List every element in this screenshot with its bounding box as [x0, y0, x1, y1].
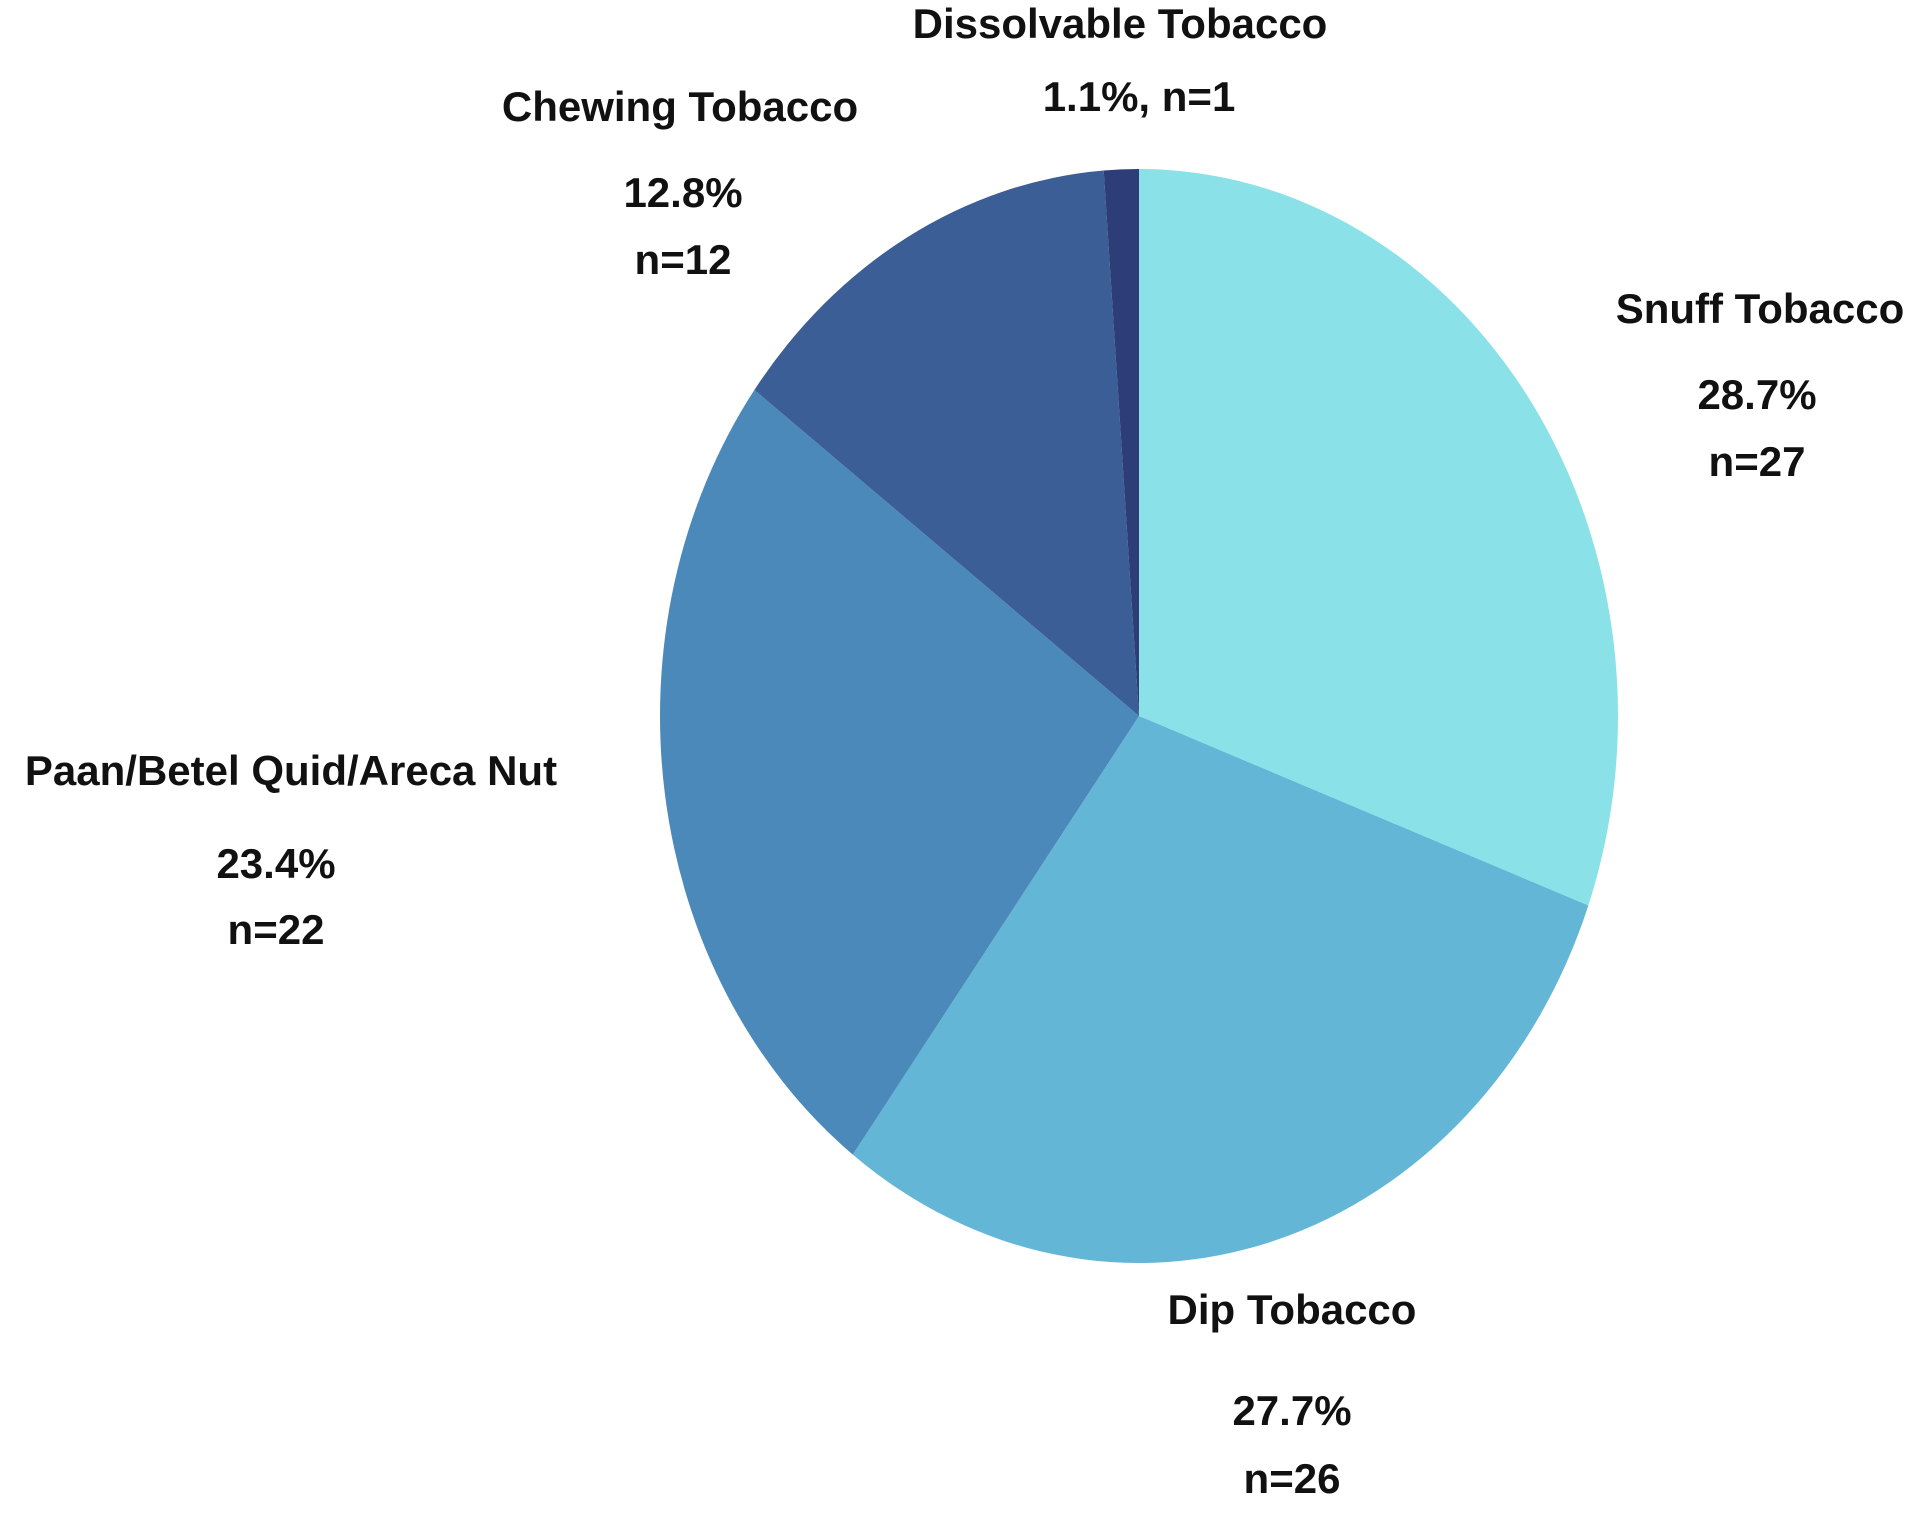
- slice-count: n=22: [228, 906, 325, 953]
- slice-count: n=27: [1709, 438, 1806, 485]
- slice-label: Paan/Betel Quid/Areca Nut: [25, 747, 557, 794]
- slice-count: n=26: [1244, 1455, 1341, 1502]
- slice-label: Chewing Tobacco: [502, 83, 858, 130]
- slice-label: Snuff Tobacco: [1616, 285, 1905, 332]
- slice-label: Dip Tobacco: [1168, 1286, 1417, 1333]
- slice-count: n=1: [1162, 73, 1236, 120]
- slice-label: Dissolvable Tobacco: [913, 0, 1328, 47]
- pie-slice: [660, 389, 1139, 1155]
- slice-percent: 28.7%: [1697, 371, 1816, 418]
- pie-slice: [754, 170, 1139, 716]
- pie-slice: [1139, 169, 1618, 906]
- pie-slice: [1103, 169, 1139, 716]
- slice-count: n=12: [635, 236, 732, 283]
- slice-percent: 27.7%: [1232, 1387, 1351, 1434]
- slice-percent: 23.4%: [216, 840, 335, 887]
- slice-percent: 1.1%,: [1043, 73, 1150, 120]
- slice-percent: 12.8%: [623, 169, 742, 216]
- slice-value-label: 1.1%, n=1: [1043, 73, 1236, 120]
- pie-slice: [852, 716, 1589, 1264]
